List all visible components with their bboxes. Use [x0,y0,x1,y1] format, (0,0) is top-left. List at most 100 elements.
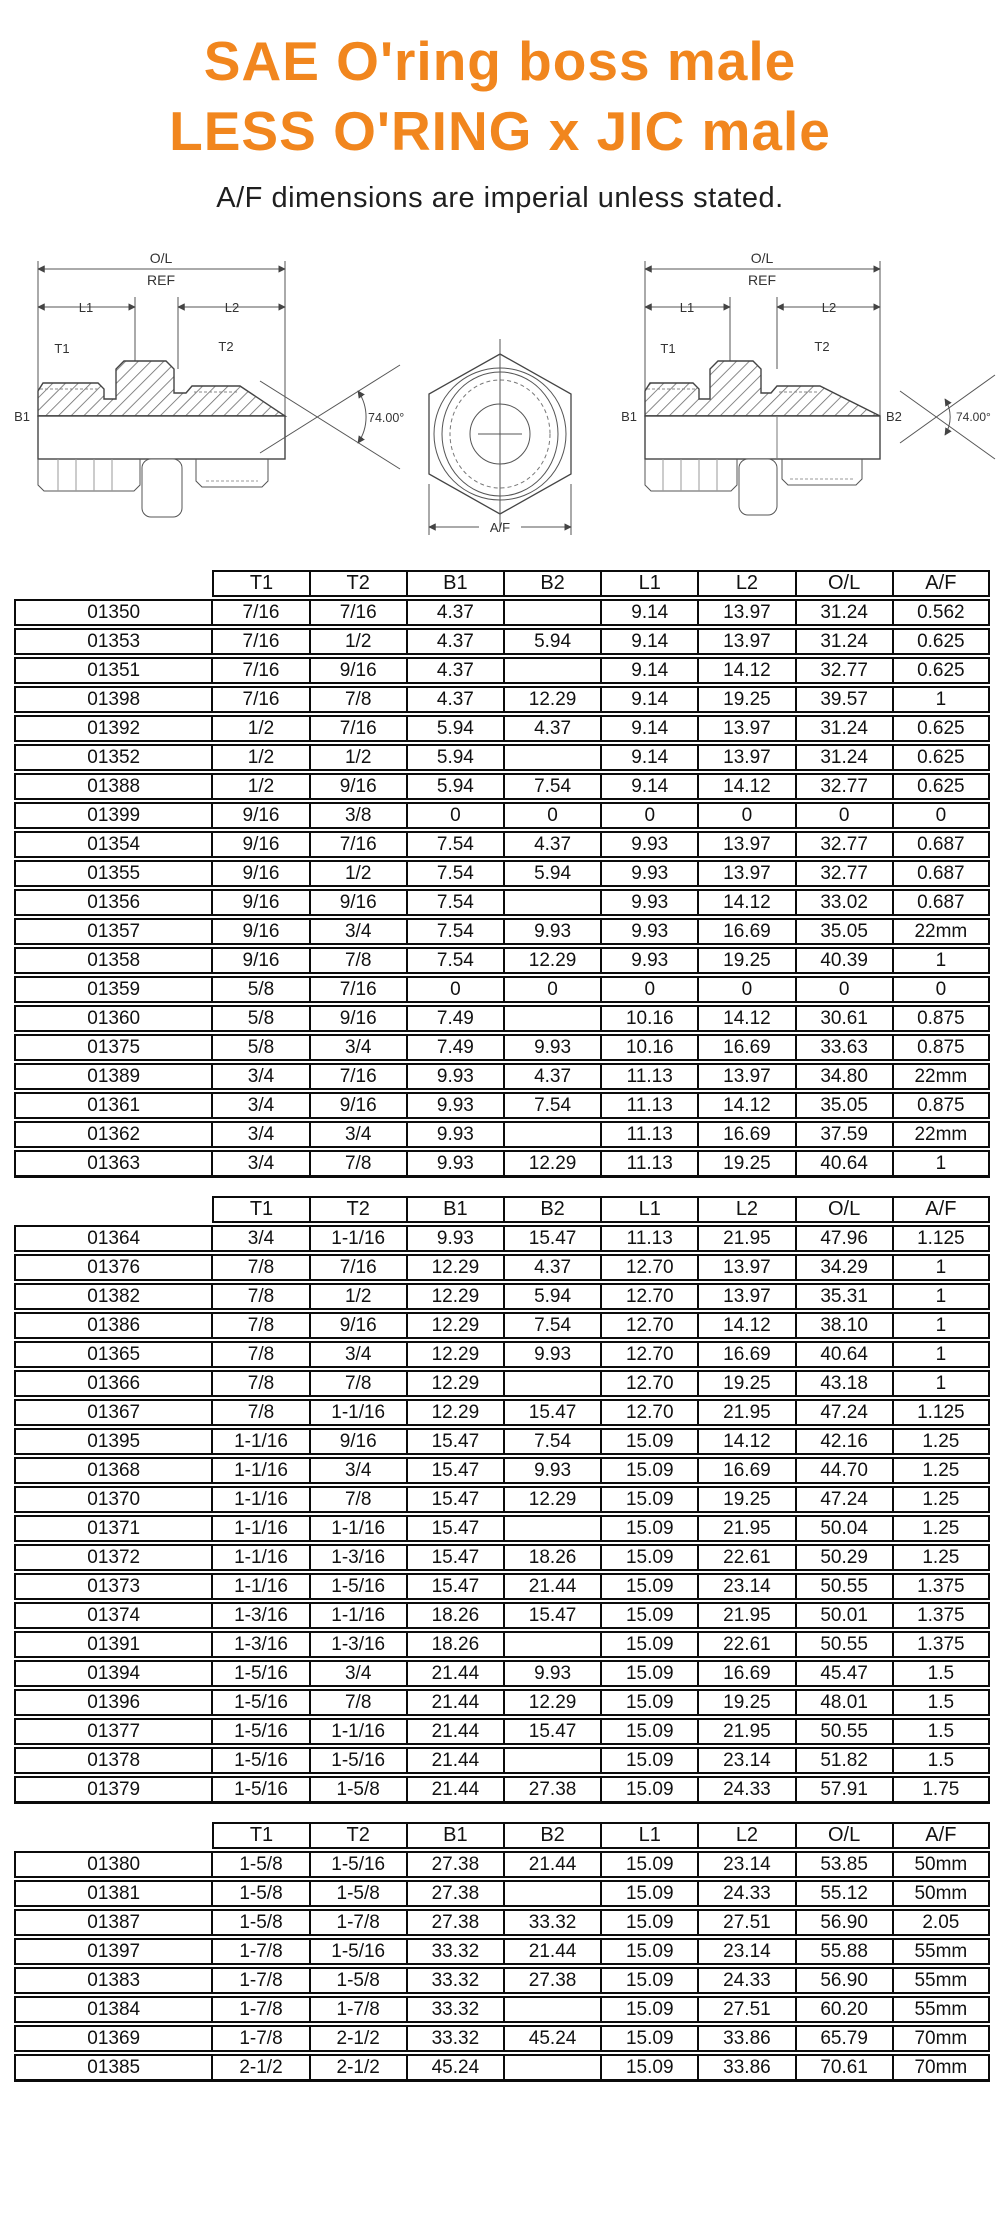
spec-cell: 1-7/8 [309,1909,407,1936]
header-blank-cell [14,1196,212,1223]
spec-cell: 1-3/16 [212,1631,310,1658]
table-row: 01396 1-5/16 7/8 21.44 12.29 15.09 19.25 48.01 1… [14,1689,990,1716]
spec-cell: 50mm [892,1880,990,1907]
spec-cell: 1-1/16 [212,1486,310,1513]
part-number-cell: 01358 [14,947,213,974]
spec-cell: 27.51 [698,1909,796,1936]
spec-cell: 40.64 [795,1150,893,1178]
spec-cell: 15.47 [503,1399,602,1426]
part-number-cell: 01369 [14,2025,213,2052]
spec-cell: 5.94 [503,1283,602,1310]
spec-cell: 7/8 [309,947,407,974]
spec-cell: 11.13 [601,1063,699,1090]
table-row: 01395 1-1/16 9/16 15.47 7.54 15.09 14.12 42.16 1… [14,1428,990,1455]
spec-cell: 11.13 [601,1225,699,1252]
spec-cell: 1.375 [892,1573,990,1600]
table-row: 01389 3/4 7/16 9.93 4.37 11.13 13.97 34.80 22mm [14,1063,990,1090]
spec-cell: 9.93 [601,947,699,974]
spec-cell: 15.09 [601,1909,699,1936]
header-row: T1 T2 B1 B2 L1 L2 O/L A/F [14,1196,990,1223]
spec-cell: 70mm [892,2054,990,2082]
spec-cell: 7/8 [212,1341,310,1368]
spec-table-2: T1 T2 B1 B2 L1 L2 O/L A/F 01364 3/4 1-1/16… [14,1194,990,1806]
spec-cell: 9.93 [503,1457,602,1484]
spec-cell: 33.32 [406,2025,504,2052]
spec-cell: 1-5/8 [212,1909,310,1936]
spec-cell: 23.14 [698,1938,796,1965]
spec-cell: 50.04 [795,1515,893,1542]
spec-cell: 22.61 [698,1631,796,1658]
spec-cell: 15.09 [601,1602,699,1629]
spec-cell: 33.86 [698,2054,796,2082]
spec-cell: 1.5 [892,1689,990,1716]
spec-table-3: T1 T2 B1 B2 L1 L2 O/L A/F 01380 1-5/8 1-5/… [14,1820,990,2084]
dim-label-l2-right: L2 [822,300,836,315]
spec-cell: 1.25 [892,1428,990,1455]
spec-cell: 7/16 [309,715,407,742]
part-number-cell: 01389 [14,1063,213,1090]
spec-cell: 1-3/16 [309,1631,407,1658]
spec-cell: 15.47 [503,1718,602,1745]
spec-cell: 7.49 [406,1034,504,1061]
spec-cell: 3/4 [309,1660,407,1687]
page-subtitle: A/F dimensions are imperial unless state… [216,182,784,214]
header-row: T1 T2 B1 B2 L1 L2 O/L A/F [14,1822,990,1849]
spec-cell: 15.09 [601,1515,699,1542]
spec-cell: 9/16 [212,802,310,829]
table-row: 01360 5/8 9/16 7.49 10.16 14.12 30.61 0.875 [14,1005,990,1032]
spec-cell: 1/2 [309,1283,407,1310]
spec-cell: 1-5/16 [212,1689,310,1716]
spec-cell: 7/16 [212,657,310,684]
spec-cell: 15.09 [601,1457,699,1484]
spec-cell: 1-1/16 [212,1573,310,1600]
spec-cell: 0.687 [892,860,990,887]
part-number-cell: 01356 [14,889,213,916]
header-t2: T2 [309,1822,407,1849]
spec-cell: 15.09 [601,1660,699,1687]
spec-cell: 31.24 [795,599,893,626]
spec-cell: 11.13 [601,1092,699,1119]
page-title: SAE O'ring boss male LESS O'RING x JIC m… [0,26,1000,166]
spec-cell: 7.54 [406,889,504,916]
spec-cell: 1 [892,686,990,713]
dim-label-l1-left: L1 [79,300,93,315]
spec-cell: 18.26 [503,1544,602,1571]
spec-cell: 15.47 [406,1486,504,1513]
table-row: 01365 7/8 3/4 12.29 9.93 12.70 16.69 40.64 1 [14,1341,990,1368]
right-side-view [644,261,996,516]
dim-label-b2-right: B2 [886,409,902,424]
spec-cell: 1-1/16 [212,1428,310,1455]
spec-cell: 33.32 [503,1909,602,1936]
part-number-cell: 01373 [14,1573,213,1600]
spec-cell: 14.12 [698,1092,796,1119]
part-number-cell: 01354 [14,831,213,858]
spec-cell: 12.29 [503,1150,602,1178]
header-b1: B1 [406,1196,504,1223]
spec-cell: 16.69 [698,918,796,945]
header-t2: T2 [309,570,407,597]
spec-cell: 14.12 [698,773,796,800]
spec-cell: 50.55 [795,1718,893,1745]
spec-cell: 32.77 [795,657,893,684]
spec-cell: 0.625 [892,628,990,655]
spec-cell: 9.93 [406,1092,504,1119]
spec-cell: 27.38 [406,1880,504,1907]
part-number-cell: 01372 [14,1544,213,1571]
dim-label-ref-left: REF [147,272,175,288]
spec-cell: 27.38 [503,1776,602,1804]
spec-cell [503,889,602,916]
part-number-cell: 01381 [14,1880,213,1907]
spec-cell: 3/4 [309,1457,407,1484]
spec-cell: 7.54 [503,1092,602,1119]
header-af: A/F [892,570,990,597]
spec-cell: 21.95 [698,1602,796,1629]
spec-cell: 13.97 [698,1283,796,1310]
table-row: 01394 1-5/16 3/4 21.44 9.93 15.09 16.69 45.47 1.… [14,1660,990,1687]
table-row: 01391 1-3/16 1-3/16 18.26 15.09 22.61 50.55 1.3… [14,1631,990,1658]
left-side-view [37,261,401,518]
spec-cell: 1-1/16 [212,1457,310,1484]
table-row: 01398 7/16 7/8 4.37 12.29 9.14 19.25 39.57 1 [14,686,990,713]
spec-cell: 35.05 [795,918,893,945]
spec-cell: 9/16 [212,947,310,974]
spec-cell: 9.93 [503,1034,602,1061]
